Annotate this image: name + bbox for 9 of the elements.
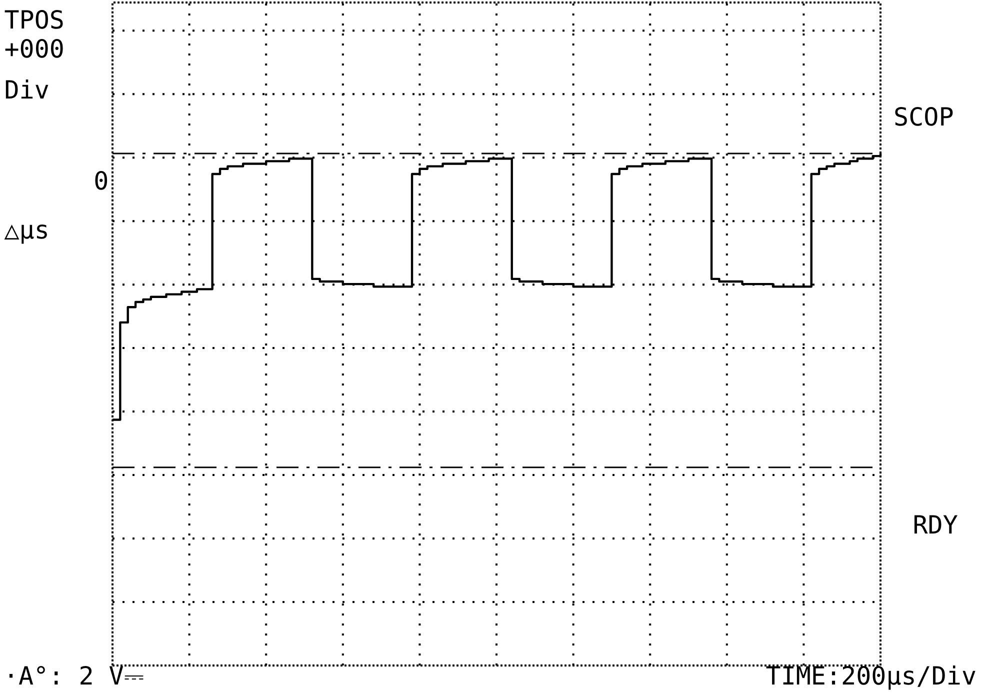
text: RDY bbox=[912, 510, 958, 540]
text: Div bbox=[4, 76, 50, 105]
text: △µs bbox=[4, 215, 50, 244]
annotation: ·A°: 2 V⎓ bbox=[3, 661, 144, 690]
text: 0 bbox=[94, 166, 109, 196]
text: SCOP bbox=[894, 102, 954, 132]
text: +000 bbox=[4, 34, 64, 64]
text: TPOS bbox=[4, 6, 64, 35]
annotation: TIME:200µs/Div bbox=[766, 661, 976, 690]
